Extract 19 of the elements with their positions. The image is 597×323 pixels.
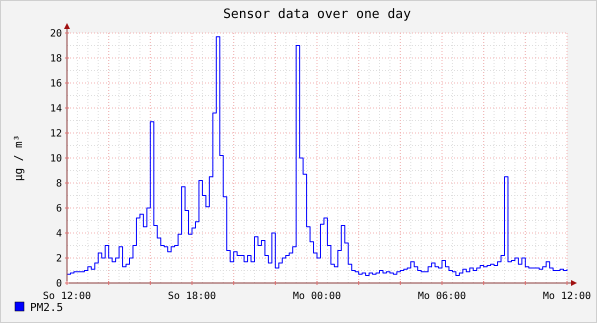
- chart-title: Sensor data over one day: [223, 7, 412, 22]
- y-axis-title: µg / m³: [12, 134, 25, 182]
- legend-label: PM2.5: [30, 301, 64, 314]
- x-tick-label: Mo 00:00: [292, 291, 342, 302]
- x-tick-label: So 12:00: [42, 291, 92, 302]
- y-tick-label: 10: [50, 154, 62, 164]
- x-tick-label: So 18:00: [168, 291, 216, 302]
- x-tick-label: Mo 12:00: [542, 291, 592, 302]
- y-tick-label: 20: [50, 28, 62, 40]
- y-tick-label: 2: [56, 254, 62, 264]
- y-tick-label: 16: [50, 78, 62, 90]
- y-tick-label: 12: [50, 128, 62, 140]
- y-tick-label: 6: [56, 204, 62, 214]
- x-tick-label: Mo 06:00: [418, 291, 466, 302]
- y-tick-label: 18: [50, 54, 62, 64]
- y-tick-label: 8: [56, 178, 62, 190]
- y-tick-label: 0: [56, 278, 62, 290]
- y-tick-label: 14: [50, 104, 62, 114]
- y-tick-label: 4: [56, 228, 62, 240]
